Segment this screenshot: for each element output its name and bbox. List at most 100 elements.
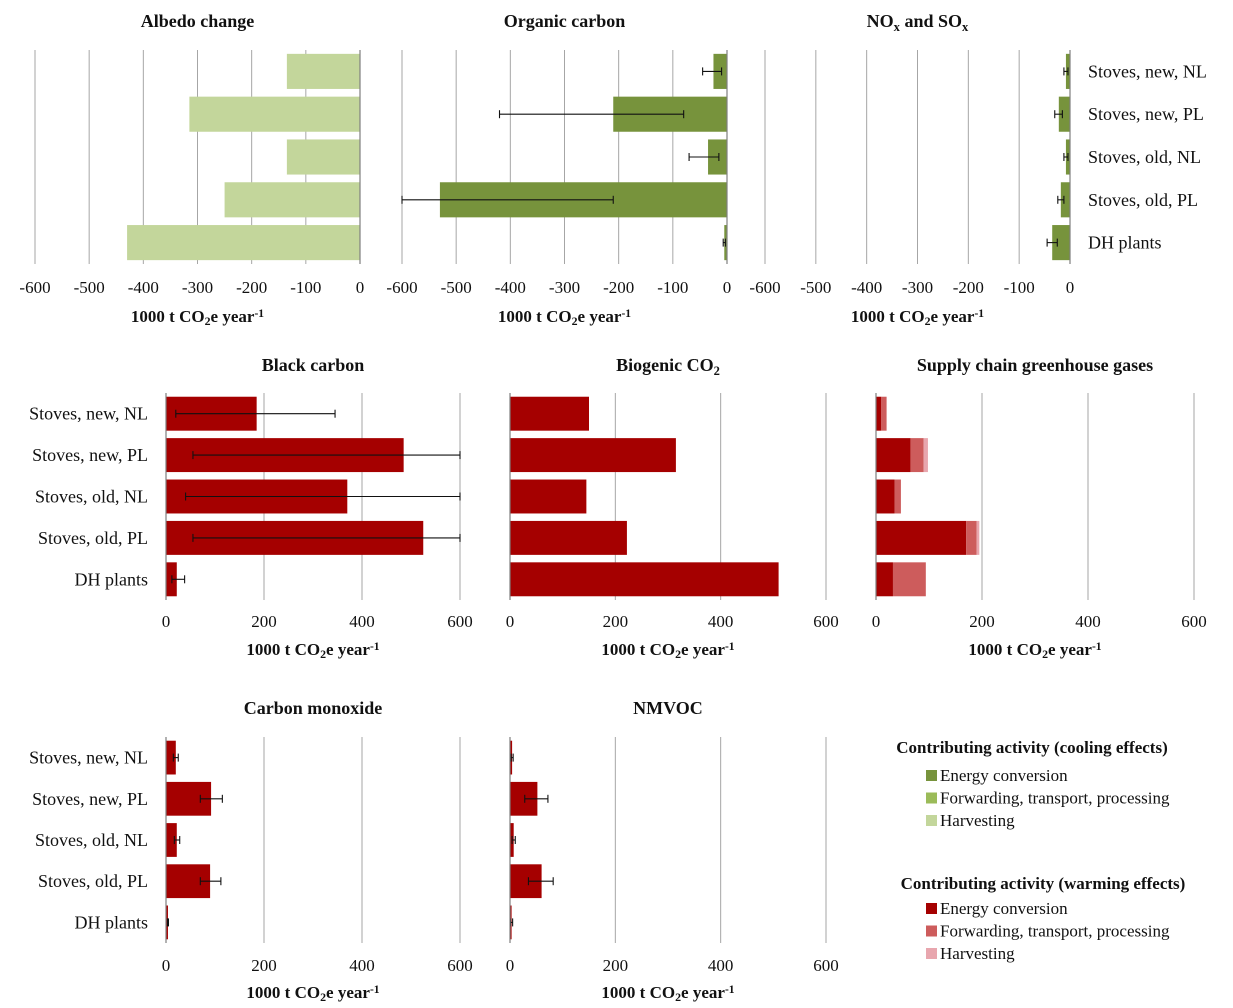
legend-label: Harvesting bbox=[940, 944, 1015, 963]
chart-panel-3: Stoves, new, NL Stoves, new, PL Stoves, ol… bbox=[749, 11, 1206, 328]
tick-label: 200 bbox=[969, 612, 995, 631]
tick-label: 0 bbox=[356, 278, 365, 297]
tick-label: 0 bbox=[506, 956, 515, 975]
category-label: Stoves, old, PL bbox=[1088, 190, 1198, 210]
panel-title: Albedo change bbox=[141, 11, 255, 31]
tick-label: 600 bbox=[813, 612, 839, 631]
axis-label: 1000 t CO2e year-1 bbox=[851, 307, 984, 328]
bar-energy-conversion bbox=[876, 479, 895, 514]
axis-label: 1000 t CO2e year-1 bbox=[246, 640, 379, 661]
panel-title: NOx and SOx bbox=[867, 11, 969, 34]
tick-label: -100 bbox=[290, 278, 321, 297]
tick-label: -400 bbox=[128, 278, 159, 297]
panel-title: Supply chain greenhouse gases bbox=[917, 355, 1153, 375]
bar-energy-conversion bbox=[166, 823, 177, 857]
legend-swatch bbox=[926, 792, 937, 804]
tick-label: 400 bbox=[708, 612, 734, 631]
tick-label: 600 bbox=[447, 956, 473, 975]
axis-label: 1000 t CO2e year-1 bbox=[601, 983, 734, 1003]
tick-label: -300 bbox=[902, 278, 933, 297]
legend-swatch bbox=[926, 948, 937, 959]
bar-forwarding-transport-processing bbox=[910, 438, 924, 473]
axis-label: 1000 t CO2e year-1 bbox=[131, 307, 264, 328]
category-label: Stoves, new, NL bbox=[29, 748, 148, 768]
bar-energy-conversion bbox=[510, 438, 676, 473]
tick-label: 0 bbox=[1066, 278, 1075, 297]
tick-label: -600 bbox=[749, 278, 780, 297]
bar-forwarding-transport-processing bbox=[966, 520, 977, 555]
tick-label: 200 bbox=[251, 612, 277, 631]
legend-warming: Contributing activity (warming effects) E… bbox=[901, 874, 1186, 963]
tick-label: -100 bbox=[1004, 278, 1035, 297]
tick-label: 0 bbox=[872, 612, 881, 631]
category-label: Stoves, new, PL bbox=[32, 789, 148, 809]
legend-swatch bbox=[926, 925, 937, 937]
bar-harvesting bbox=[923, 438, 928, 473]
bar-harvesting bbox=[286, 139, 360, 175]
chart-panel-6: 0 200 400 600 Supply chain greenhouse gases 1… bbox=[872, 355, 1207, 661]
bar-harvesting bbox=[127, 225, 360, 261]
category-label: Stoves, old, NL bbox=[35, 487, 148, 507]
tick-label: 200 bbox=[603, 956, 629, 975]
axis-label: 1000 t CO2e year-1 bbox=[601, 640, 734, 661]
axis-label: 1000 t CO2e year-1 bbox=[246, 983, 379, 1003]
chart-panel-1: -600 -500 -400 -300 -200 -100 0 Albedo change 10… bbox=[19, 11, 364, 328]
bar-harvesting bbox=[224, 182, 360, 218]
category-label: Stoves, new, PL bbox=[32, 445, 148, 465]
axis-label: 1000 t CO2e year-1 bbox=[498, 307, 631, 328]
legend-label: Forwarding, transport, processing bbox=[940, 789, 1170, 808]
category-label: Stoves, old, NL bbox=[35, 830, 148, 850]
tick-label: -500 bbox=[800, 278, 831, 297]
bar-harvesting bbox=[286, 53, 360, 89]
legend-label: Energy conversion bbox=[940, 899, 1068, 918]
tick-label: -500 bbox=[74, 278, 105, 297]
panel-title: Black carbon bbox=[262, 355, 365, 375]
tick-label: -400 bbox=[495, 278, 526, 297]
tick-label: 0 bbox=[162, 612, 171, 631]
legend-swatch bbox=[926, 770, 937, 781]
tick-label: 600 bbox=[447, 612, 473, 631]
legend-swatch bbox=[926, 903, 937, 914]
tick-label: 200 bbox=[251, 956, 277, 975]
tick-label: -500 bbox=[441, 278, 472, 297]
bar-energy-conversion bbox=[876, 438, 911, 473]
tick-label: 200 bbox=[603, 612, 629, 631]
tick-label: -600 bbox=[19, 278, 50, 297]
category-label: Stoves, new, NL bbox=[1088, 61, 1207, 81]
panel-title: Carbon monoxide bbox=[244, 698, 383, 718]
tick-label: -300 bbox=[182, 278, 213, 297]
tick-label: 400 bbox=[349, 612, 375, 631]
category-label: Stoves, old, NL bbox=[1088, 147, 1201, 167]
chart-panel-2: -600 -500 -400 -300 -200 -100 0 Organic carbon 1… bbox=[386, 11, 731, 328]
legend-label: Forwarding, transport, processing bbox=[940, 922, 1170, 941]
legend-swatch bbox=[926, 815, 937, 826]
panel-title: Biogenic CO2 bbox=[616, 355, 720, 378]
tick-label: 400 bbox=[708, 956, 734, 975]
category-label: Stoves, new, PL bbox=[1088, 104, 1204, 124]
legend-cooling: Contributing activity (cooling effects) E… bbox=[896, 738, 1170, 830]
bar-energy-conversion bbox=[876, 520, 967, 555]
panel-title: Organic carbon bbox=[504, 11, 626, 31]
category-label: Stoves, new, NL bbox=[29, 404, 148, 424]
legend-title: Contributing activity (cooling effects) bbox=[896, 738, 1167, 757]
chart-panel-7: Stoves, new, NL Stoves, new, PL Stoves, ol… bbox=[29, 698, 473, 1004]
bar-energy-conversion bbox=[166, 740, 176, 775]
bar-energy-conversion bbox=[1052, 225, 1070, 261]
bar-forwarding-transport-processing bbox=[892, 562, 926, 597]
tick-label: -600 bbox=[386, 278, 417, 297]
panel-title: NMVOC bbox=[633, 698, 703, 718]
tick-label: 0 bbox=[723, 278, 732, 297]
chart-panel-4: Stoves, new, NL Stoves, new, PL Stoves, ol… bbox=[29, 355, 473, 661]
tick-label: -100 bbox=[657, 278, 688, 297]
tick-label: 0 bbox=[506, 612, 515, 631]
bar-forwarding-transport-processing bbox=[881, 396, 887, 431]
bar-harvesting bbox=[189, 96, 360, 132]
tick-label: 0 bbox=[162, 956, 171, 975]
legend-title: Contributing activity (warming effects) bbox=[901, 874, 1186, 893]
bar-energy-conversion bbox=[876, 562, 893, 597]
tick-label: 400 bbox=[349, 956, 375, 975]
bar-energy-conversion bbox=[510, 479, 587, 514]
bar-energy-conversion bbox=[1060, 182, 1070, 218]
category-label: DH plants bbox=[75, 912, 149, 932]
